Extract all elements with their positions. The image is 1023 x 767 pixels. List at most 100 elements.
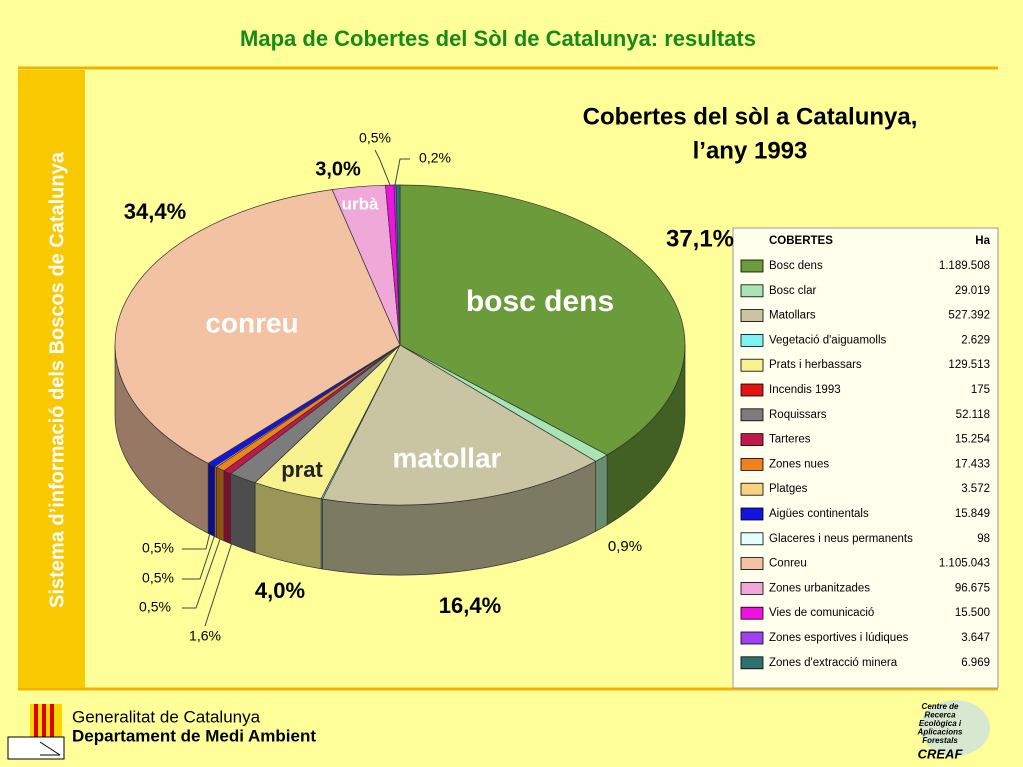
legend-swatch xyxy=(740,457,764,471)
percent-label: 1,6% xyxy=(189,628,221,644)
chart-title: Cobertes del sòl a Catalunya, xyxy=(583,103,918,130)
slice xyxy=(321,344,597,506)
slide-title: Mapa de Cobertes del Sòl de Catalunya: r… xyxy=(240,26,756,51)
slice xyxy=(399,184,686,456)
legend-value: 3.647 xyxy=(961,632,990,644)
legend-swatch xyxy=(740,333,764,347)
slice-label: bosc dens xyxy=(466,285,614,318)
legend-label: Incendis 1993 xyxy=(769,384,841,396)
nav-icon-glyph xyxy=(39,741,61,756)
footer-text: Generalitat de Catalunya xyxy=(72,707,261,726)
legend-value: 2.629 xyxy=(961,334,990,346)
legend-swatch xyxy=(740,259,764,273)
legend-label: Zones urbanitzades xyxy=(769,582,870,594)
logo-stripe xyxy=(34,704,38,740)
legend-label: Glaceres i neus permanents xyxy=(769,533,913,545)
slice-label: conreu xyxy=(205,307,298,338)
sidebar-text: Sistema d’informació dels Boscos de Cata… xyxy=(46,151,68,608)
slice-side xyxy=(215,466,225,542)
legend-value: 175 xyxy=(971,384,990,396)
legend-label: Conreu xyxy=(769,558,807,570)
legend-value: 129.513 xyxy=(948,359,990,371)
legend-swatch xyxy=(740,582,764,595)
percent-label: 16,4% xyxy=(439,593,501,618)
legend-swatch xyxy=(740,656,764,670)
legend-header: Ha xyxy=(975,235,990,247)
legend-swatch xyxy=(740,408,764,422)
leader xyxy=(182,524,226,609)
percent-label: 0,9% xyxy=(608,538,642,555)
legend-label: Tarteres xyxy=(769,434,811,446)
creaf-line: Centre de xyxy=(922,702,959,711)
footer: Generalitat de Catalunya Departament de … xyxy=(7,700,990,761)
percent-label: 34,4% xyxy=(124,199,186,224)
chart-title: l’any 1993 xyxy=(693,137,808,164)
legend-swatch xyxy=(740,532,764,546)
slice-label: urbà xyxy=(342,194,379,213)
legend-label: Roquissars xyxy=(769,409,827,421)
legend-value: 17.433 xyxy=(955,458,990,470)
leader xyxy=(394,158,410,186)
legend-label: Zones d'extracció minera xyxy=(769,657,898,669)
legend-label: Prats i herbassars xyxy=(769,359,862,371)
percent-label: 0,5% xyxy=(142,570,174,586)
legend-swatch xyxy=(740,284,764,298)
legend-swatch xyxy=(740,631,764,645)
legend-label: Aigües continentals xyxy=(769,508,869,520)
footer-text: Departament de Medi Ambient xyxy=(72,726,316,745)
legend-swatch xyxy=(740,482,764,496)
legend-swatch xyxy=(740,433,764,447)
creaf-name: CREAF xyxy=(918,746,964,761)
legend-value: 98 xyxy=(977,533,990,545)
slice xyxy=(395,184,401,346)
leader xyxy=(374,149,391,186)
legend-value: 6.969 xyxy=(961,657,990,669)
legend-swatch xyxy=(740,606,764,620)
legend-value: 1.105.043 xyxy=(939,558,990,570)
leaders xyxy=(182,149,410,627)
slice-side xyxy=(223,470,231,545)
legend-label: Bosc clar xyxy=(769,285,816,297)
slice-label: matollar xyxy=(393,442,502,473)
logo-stripe xyxy=(42,704,46,740)
legend-value: 15.254 xyxy=(955,434,991,446)
logo-stripe xyxy=(50,704,54,740)
legend-swatch xyxy=(740,358,764,372)
legend-value: 527.392 xyxy=(948,310,990,322)
creaf-line: Ecològica i xyxy=(919,719,962,728)
slice xyxy=(114,189,401,464)
percent-label: 4,0% xyxy=(255,578,305,603)
slice-side xyxy=(207,462,216,538)
leader xyxy=(204,529,237,627)
legend-label: Vegetació d'aiguamolls xyxy=(769,334,887,346)
legend-label: Bosc dens xyxy=(769,260,823,272)
legend-label: Platges xyxy=(769,483,808,495)
legend-label: Zones nues xyxy=(769,458,829,470)
legend-value: 29.019 xyxy=(955,285,990,297)
legend-value: 1.189.508 xyxy=(939,260,990,272)
percent-label: 0,5% xyxy=(359,130,391,146)
creaf-line: Forestals xyxy=(922,736,958,745)
sidebar xyxy=(18,70,85,688)
legend-swatch xyxy=(740,507,764,521)
legend-swatch xyxy=(740,383,764,397)
legend-swatch xyxy=(740,309,764,323)
pie-sides xyxy=(114,344,686,576)
percent-label: 37,1% xyxy=(666,225,734,252)
legend-label: Matollars xyxy=(769,310,816,322)
slice-side xyxy=(230,473,256,554)
leader xyxy=(182,521,220,580)
nav-icon[interactable] xyxy=(7,736,65,760)
legend-value: 96.675 xyxy=(955,582,990,594)
legend-box xyxy=(732,227,999,689)
creaf-line: Recerca xyxy=(924,711,956,720)
legend-label: Zones esportives i lúdiques xyxy=(769,632,909,644)
legend-value: 15.849 xyxy=(955,508,990,520)
slice-label: prat xyxy=(281,457,323,482)
legend-value: 15.500 xyxy=(955,607,990,619)
percent-label: 0,5% xyxy=(142,540,174,556)
creaf-logo xyxy=(920,700,990,756)
percent-label: 0,2% xyxy=(419,150,451,166)
creaf-line: Aplicacions xyxy=(917,728,963,737)
slice-side xyxy=(595,454,608,532)
